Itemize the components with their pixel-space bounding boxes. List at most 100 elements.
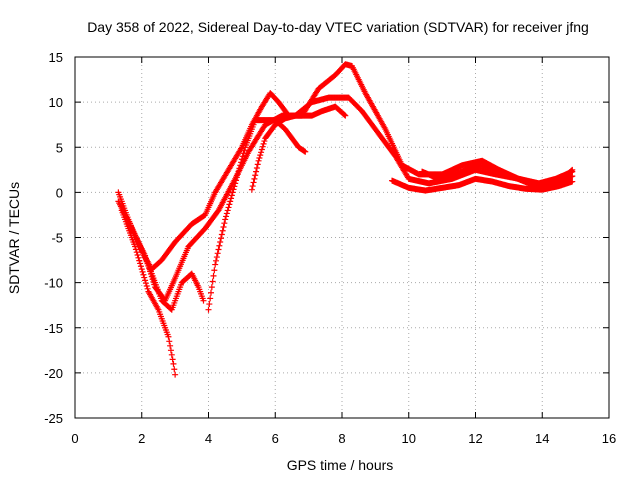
x-tick-label: 6 (272, 431, 279, 446)
data-point (132, 246, 139, 253)
data-point (253, 168, 260, 175)
chart-title: Day 358 of 2022, Sidereal Day-to-day VTE… (87, 19, 589, 35)
axis-ticks: 0 2 4 6 8 10 12 14 16 15 10 5 0 -5 -10 -15 -20 -25 (44, 50, 616, 446)
data-point (250, 179, 257, 186)
data-point (240, 150, 247, 157)
y-tick-label: -5 (51, 231, 63, 246)
y-tick-label: 0 (56, 185, 63, 200)
data-point (228, 192, 235, 199)
data-point (137, 260, 144, 267)
y-tick-label: 10 (49, 95, 63, 110)
data-point (218, 235, 225, 242)
data-point (211, 267, 218, 274)
data-point (249, 183, 256, 190)
data-point (252, 172, 259, 179)
data-point (256, 154, 263, 161)
data-point (236, 165, 243, 172)
data-point (206, 301, 213, 308)
x-tick-label: 16 (602, 431, 616, 446)
data-point (341, 111, 348, 118)
data-point (219, 227, 226, 234)
data-point (235, 168, 242, 175)
data-point (208, 284, 215, 291)
data-point (260, 140, 267, 147)
data-point (208, 289, 215, 296)
data-point (239, 153, 246, 160)
data-point (141, 274, 148, 281)
x-tick-label: 0 (71, 431, 78, 446)
data-point (238, 156, 245, 163)
data-point (142, 277, 149, 284)
data-point (302, 148, 309, 155)
data-point (255, 157, 262, 164)
data-point (170, 360, 177, 367)
data-point (166, 338, 173, 345)
data-point (135, 254, 142, 261)
series-track-e (205, 117, 309, 313)
data-point (167, 347, 174, 354)
data-point (568, 167, 575, 174)
data-point (169, 356, 176, 363)
series-track-f (248, 103, 349, 193)
data-point (228, 195, 235, 202)
data-point (138, 266, 145, 273)
data-point (232, 180, 239, 187)
data-point (215, 246, 222, 253)
data-point (140, 271, 147, 278)
x-tick-label: 10 (402, 431, 416, 446)
data-point (229, 189, 236, 196)
data-point (233, 177, 240, 184)
data-point (258, 149, 265, 156)
y-axis-label: SDTVAR / TECUs (6, 182, 22, 294)
y-tick-label: 5 (56, 140, 63, 155)
data-point (143, 283, 150, 290)
y-tick-label: -25 (44, 411, 63, 426)
y-tick-label: 15 (49, 50, 63, 65)
data-point (222, 216, 229, 223)
data-point (136, 257, 143, 264)
data-point (218, 231, 225, 238)
data-point (231, 183, 238, 190)
data-point (205, 306, 212, 313)
data-point (234, 171, 241, 178)
data-point (165, 333, 172, 340)
data-point (213, 257, 220, 264)
data-point (144, 285, 151, 292)
data-point (207, 295, 214, 302)
data-point (139, 268, 146, 275)
x-tick-label: 14 (535, 431, 549, 446)
data-point (142, 280, 149, 287)
data-point (227, 198, 234, 205)
data-point (214, 250, 221, 257)
x-axis-label: GPS time / hours (287, 457, 394, 473)
data-point (168, 351, 175, 358)
data-point (223, 210, 230, 217)
data-point (213, 254, 220, 261)
data-points (115, 61, 576, 378)
data-point (221, 220, 228, 227)
data-point (237, 162, 244, 169)
data-point (258, 146, 265, 153)
data-point (248, 186, 255, 193)
data-point (342, 112, 349, 119)
data-point (241, 147, 248, 154)
data-point (569, 178, 576, 185)
data-point (216, 242, 223, 249)
data-point (251, 175, 258, 182)
data-point (167, 342, 174, 349)
data-point (200, 297, 207, 304)
data-point (209, 278, 216, 285)
data-point (569, 173, 576, 180)
series-track-h (419, 162, 576, 188)
data-point (137, 263, 144, 270)
data-point (253, 165, 260, 172)
x-tick-label: 4 (205, 431, 212, 446)
data-point (230, 186, 237, 193)
data-point (132, 243, 139, 250)
data-point (171, 366, 178, 373)
x-tick-label: 12 (468, 431, 482, 446)
data-point (224, 207, 231, 214)
data-point (172, 371, 179, 378)
data-point (226, 201, 233, 208)
